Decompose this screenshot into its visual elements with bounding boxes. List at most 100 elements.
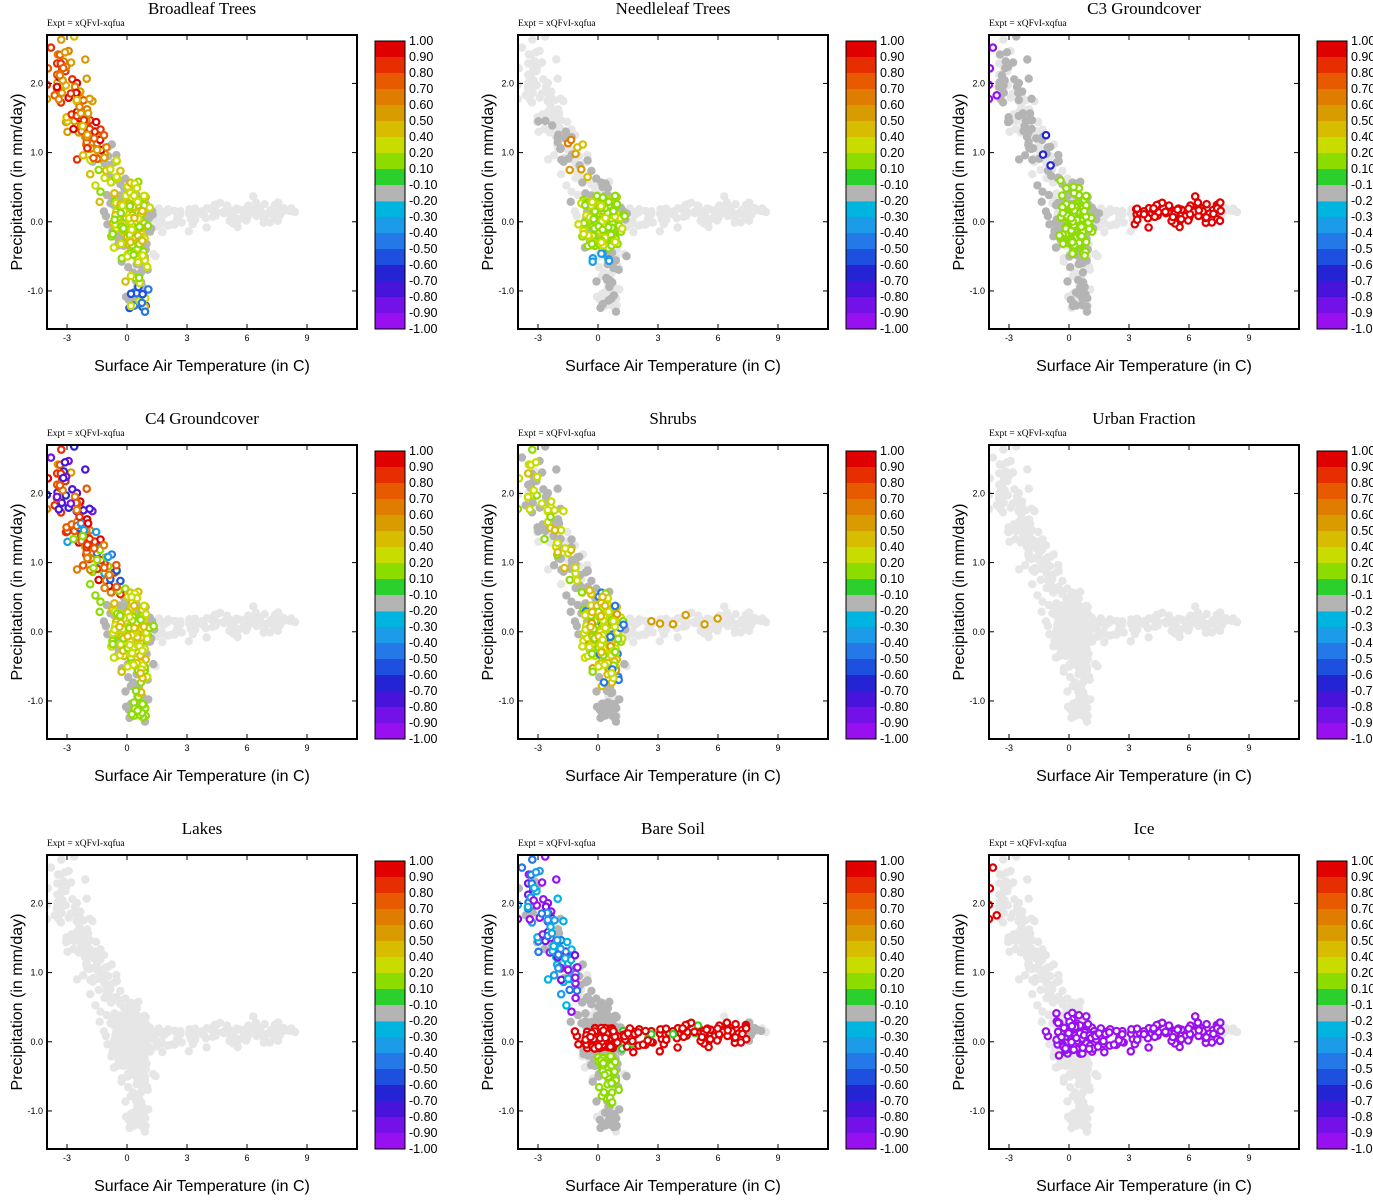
colorbar-tick-label: -0.80 (880, 700, 909, 714)
colorbar-tick-label: 1.00 (409, 34, 433, 48)
colorbar-box (846, 201, 876, 218)
data-point (265, 218, 275, 227)
data-point (130, 213, 139, 223)
colorbar-box (1317, 707, 1347, 724)
data-point (1008, 499, 1017, 508)
data-point (1193, 608, 1203, 617)
data-point (1057, 191, 1067, 200)
data-point (549, 151, 559, 160)
data-point (1173, 205, 1182, 215)
data-point (638, 220, 648, 229)
data-point (588, 1077, 597, 1086)
colorbar-box (1317, 691, 1347, 708)
colorbar-tick-label: 0.10 (880, 162, 904, 176)
data-point (92, 965, 102, 975)
data-point (1070, 648, 1079, 658)
data-point (163, 1028, 172, 1037)
x-tick-label: 6 (244, 333, 249, 343)
panel-title: C4 Groundcover (145, 409, 259, 428)
colorbar-box (375, 957, 405, 974)
data-point (572, 576, 582, 585)
colorbar-tick-label: -0.40 (409, 1046, 438, 1060)
data-point (265, 1038, 275, 1047)
data-point (58, 473, 68, 483)
data-point (553, 547, 563, 557)
data-point (668, 619, 678, 629)
data-point (108, 229, 118, 239)
data-point (557, 155, 566, 164)
data-point (130, 623, 139, 633)
data-point (1027, 124, 1036, 133)
data-point (167, 630, 177, 639)
data-point (145, 203, 155, 212)
colorbar-tick-label: -0.10 (880, 178, 909, 192)
data-point (102, 1010, 112, 1020)
x-tick-label: 9 (775, 333, 780, 343)
data-point (523, 82, 533, 92)
plot-frame (46, 444, 358, 740)
data-point (1069, 299, 1079, 309)
data-point (655, 619, 665, 628)
data-point (1215, 626, 1225, 635)
data-point (744, 626, 754, 635)
colorbar-tick-label: -0.20 (409, 604, 438, 618)
data-point (1066, 213, 1076, 223)
data-point (580, 200, 590, 210)
data-point (589, 214, 598, 224)
data-point (96, 1007, 105, 1016)
colorbar-tick-label: 0.80 (1351, 476, 1373, 490)
data-point (1164, 611, 1174, 620)
data-point (557, 170, 566, 179)
data-point (1058, 239, 1068, 249)
colorbar-box (375, 451, 405, 468)
data-point (190, 204, 200, 213)
data-point (598, 225, 608, 235)
data-point (108, 639, 118, 649)
data-point (143, 221, 153, 231)
data-point (549, 561, 559, 570)
plot-frame (46, 854, 358, 1150)
data-point (537, 499, 547, 508)
data-point (138, 289, 147, 299)
data-point (592, 277, 601, 286)
data-point (1072, 623, 1081, 633)
data-point (1023, 465, 1032, 474)
data-point (235, 1035, 244, 1044)
colorbar-tick-label: 0.90 (409, 460, 433, 474)
data-point (673, 223, 682, 232)
data-point (1067, 201, 1077, 211)
data-point (1070, 678, 1080, 687)
colorbar-tick-label: 0.70 (409, 492, 433, 506)
colorbar-box (1317, 451, 1347, 468)
data-point (167, 1040, 177, 1049)
data-point (661, 614, 671, 623)
colorbar-box (846, 233, 876, 250)
data-point (1232, 207, 1242, 217)
data-point (528, 35, 537, 44)
data-point (543, 565, 553, 574)
scatter-points (47, 445, 300, 726)
data-point (1083, 610, 1093, 619)
data-point (55, 891, 65, 900)
data-point (1232, 617, 1242, 627)
data-point (992, 91, 1002, 100)
data-point (290, 207, 300, 217)
colorbar-box (375, 281, 405, 298)
data-point (260, 213, 269, 222)
data-point (251, 608, 261, 617)
data-point (581, 189, 590, 198)
data-point (94, 985, 103, 995)
data-point (1126, 637, 1136, 646)
data-point (525, 95, 534, 104)
data-point (140, 1127, 150, 1136)
data-point (1042, 563, 1051, 572)
data-point (66, 89, 76, 98)
colorbar-tick-label: 0.50 (409, 524, 433, 538)
data-point (1014, 505, 1023, 515)
colorbar-tick-label: 0.70 (880, 82, 904, 96)
data-point (131, 1096, 141, 1106)
data-point (116, 239, 126, 249)
colorbar: 1.000.900.800.700.600.500.400.200.10-0.1… (374, 854, 438, 1156)
data-point (587, 607, 597, 617)
